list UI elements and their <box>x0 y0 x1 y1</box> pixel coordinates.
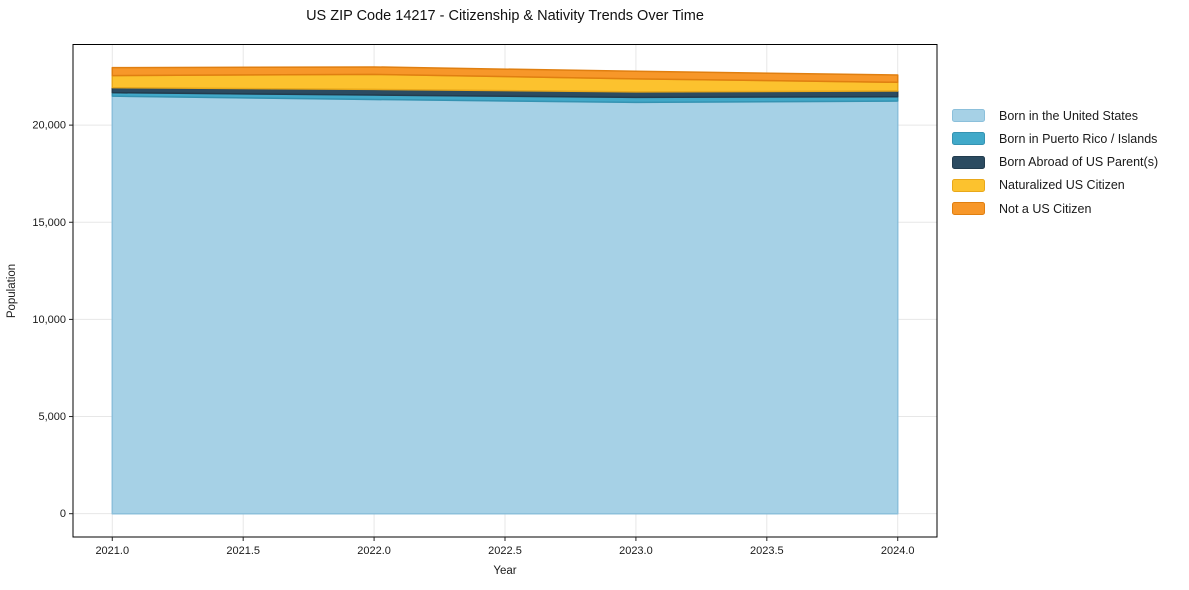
legend-swatch-icon <box>952 202 985 216</box>
legend-item-3: Naturalized US Citizen <box>952 174 1158 197</box>
y-axis-label: Population <box>6 263 18 319</box>
y-tick-label: 10,000 <box>32 314 66 326</box>
y-tick-label: 20,000 <box>32 120 66 132</box>
x-tick-label: 2022.0 <box>357 545 391 557</box>
y-tick-label: 15,000 <box>32 217 66 229</box>
stacked-areas <box>111 66 899 515</box>
legend-label: Born Abroad of US Parent(s) <box>999 155 1159 170</box>
legend-swatch-icon <box>952 109 985 123</box>
legend-item-0: Born in the United States <box>952 104 1158 127</box>
x-tick-label: 2023.0 <box>619 545 653 557</box>
legend-item-1: Born in Puerto Rico / Islands <box>952 127 1158 150</box>
legend-label: Born in the United States <box>999 108 1138 123</box>
legend-swatch-icon <box>952 178 985 192</box>
y-tick-label: 5,000 <box>38 411 66 423</box>
legend-swatch-icon <box>952 155 985 169</box>
legend: Born in the United States Born in Puerto … <box>952 104 1158 220</box>
axis-ticks: 2021.0 2021.5 2022.0 2022.5 2023.0 2023.5 2024… <box>32 120 914 557</box>
legend-label: Born in Puerto Rico / Islands <box>999 131 1158 146</box>
x-tick-label: 2023.5 <box>750 545 784 557</box>
x-tick-label: 2021.5 <box>226 545 260 557</box>
legend-item-2: Born Abroad of US Parent(s) <box>952 151 1158 174</box>
area-series-4 <box>111 66 899 84</box>
area-series-0 <box>111 95 899 515</box>
legend-label: Naturalized US Citizen <box>999 178 1125 193</box>
legend-label: Not a US Citizen <box>999 201 1092 216</box>
x-tick-label: 2024.0 <box>881 545 915 557</box>
legend-swatch-icon <box>952 132 985 146</box>
x-tick-label: 2022.5 <box>488 545 522 557</box>
x-tick-label: 2021.0 <box>95 545 129 557</box>
chart-title: US ZIP Code 14217 - Citizenship & Nativi… <box>306 8 704 24</box>
x-axis-label: Year <box>493 565 517 577</box>
y-tick-label: 0 <box>60 508 66 520</box>
legend-item-4: Not a US Citizen <box>952 197 1158 220</box>
